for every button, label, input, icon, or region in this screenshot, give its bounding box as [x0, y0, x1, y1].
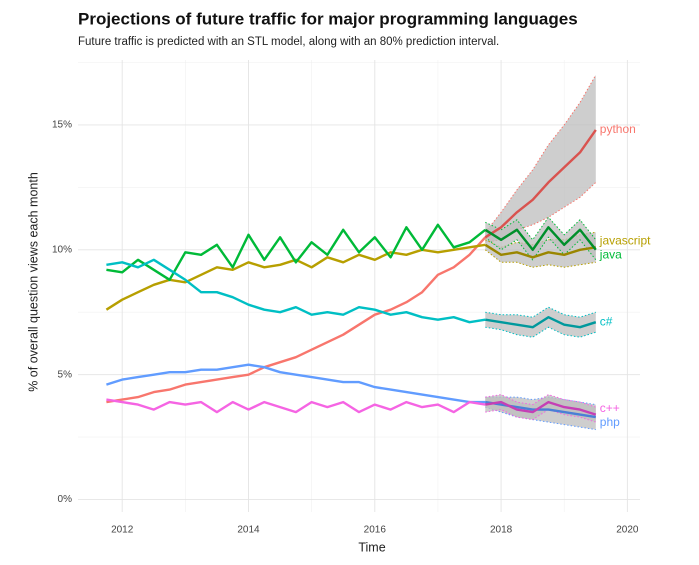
band-edge [485, 409, 596, 423]
series-label: javascript [599, 234, 651, 248]
x-tick-label: 2016 [364, 525, 387, 536]
forecast-line [485, 316, 597, 329]
band-edge [484, 236, 597, 261]
x-tick-label: 2014 [237, 525, 260, 536]
x-axis-title: Time [358, 540, 385, 554]
y-axis-title: % of overall question views each month [26, 172, 40, 392]
forecast-line [485, 400, 597, 416]
x-tick-label: 2018 [490, 525, 513, 536]
y-tick-label: 15% [52, 120, 72, 131]
forecast-line [484, 243, 596, 259]
history-line [106, 258, 486, 324]
forecast-line [485, 400, 596, 419]
y-tick-label: 0% [58, 494, 73, 505]
history-line [106, 398, 486, 414]
chart-title: Projections of future traffic for major … [78, 9, 578, 28]
series-label: php [600, 415, 620, 429]
series-label: c# [600, 314, 613, 328]
grid [78, 60, 640, 512]
band-edge [485, 216, 597, 241]
band-edge [484, 249, 596, 268]
series-label: c++ [600, 401, 620, 415]
band-edge [485, 406, 596, 431]
forecast-line [484, 129, 597, 239]
band-edge [485, 326, 596, 338]
band-edge [485, 394, 596, 408]
history-line [106, 236, 487, 404]
series-label: python [600, 122, 636, 136]
forecast-line [484, 226, 597, 251]
band-edge [485, 182, 597, 243]
x-tick-label: 2020 [616, 525, 639, 536]
series-label: java [599, 248, 622, 262]
band-edge [485, 306, 596, 318]
chart-subtitle: Future traffic is predicted with an STL … [78, 36, 499, 48]
prediction-band [485, 75, 596, 243]
y-tick-label: 5% [58, 369, 73, 380]
bands [484, 74, 597, 431]
history-line [105, 243, 486, 311]
x-tick-label: 2012 [111, 525, 134, 536]
history-line [106, 363, 486, 404]
lines [105, 129, 597, 419]
y-tick-label: 10% [52, 244, 72, 255]
history-line [106, 223, 487, 281]
